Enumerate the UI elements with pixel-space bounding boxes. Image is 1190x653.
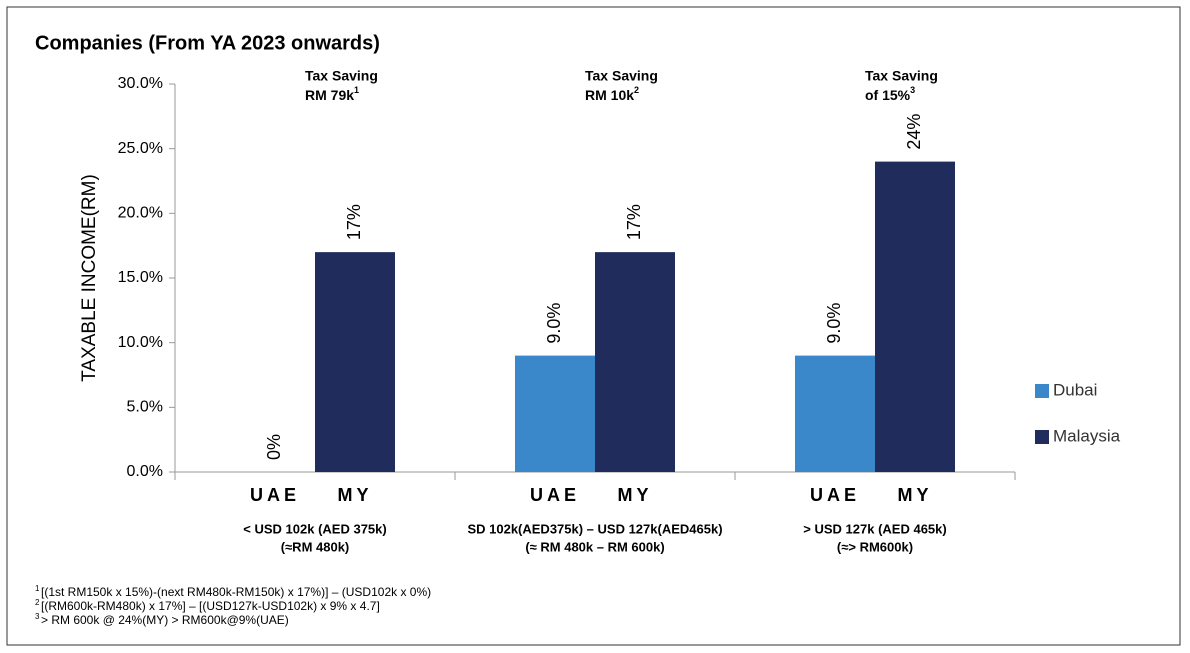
x-sub-label: UAE xyxy=(250,485,300,505)
y-axis-label: TAXABLE INCOME(RM) xyxy=(79,174,100,382)
x-sub-label: UAE xyxy=(530,485,580,505)
x-sub-label: UAE xyxy=(810,485,860,505)
legend-swatch xyxy=(1035,384,1049,398)
footnote-sup: 2 xyxy=(35,598,40,607)
bar xyxy=(515,355,595,472)
annotation: Tax Saving xyxy=(585,68,658,84)
y-tick-label: 30.0% xyxy=(118,75,163,92)
value-label: 9.0% xyxy=(824,303,844,344)
value-label: 9.0% xyxy=(544,303,564,344)
y-tick-label: 15.0% xyxy=(118,269,163,286)
frame xyxy=(6,6,1181,646)
annotation: of 15%3 xyxy=(865,85,915,102)
annotation: Tax Saving xyxy=(305,68,378,84)
x-tick-label: > USD 127k (AED 465k) xyxy=(803,521,946,536)
bar xyxy=(315,252,395,472)
x-sub-label: MY xyxy=(618,485,653,505)
x-tick-label: < USD 102k (AED 375k) xyxy=(243,521,386,536)
x-tick-label: (≈RM 480k) xyxy=(281,539,350,554)
y-tick-label: 10.0% xyxy=(118,334,163,351)
footnote-sup: 1 xyxy=(35,584,40,593)
bar xyxy=(795,355,875,472)
bar xyxy=(595,252,675,472)
value-label: 0% xyxy=(264,434,284,460)
annotation: RM 10k2 xyxy=(585,85,639,102)
footnote: > RM 600k @ 24%(MY) > RM600k@9%(UAE) xyxy=(41,613,289,627)
y-tick-label: 0.0% xyxy=(127,463,163,480)
bar xyxy=(875,161,955,472)
footnote-sup: 3 xyxy=(35,612,40,621)
x-tick-label: (≈> RM600k) xyxy=(837,539,913,554)
x-sub-label: MY xyxy=(898,485,933,505)
value-label: 24% xyxy=(904,114,924,150)
value-label: 17% xyxy=(624,204,644,240)
annotation: Tax Saving xyxy=(865,68,938,84)
annotation-text: RM 10k xyxy=(585,87,634,103)
footnote: [(1st RM150k x 15%)-(next RM480k-RM150k)… xyxy=(41,585,431,599)
x-sub-label: MY xyxy=(338,485,373,505)
legend-swatch xyxy=(1035,430,1049,444)
legend-label: Malaysia xyxy=(1053,426,1121,445)
value-label: 17% xyxy=(344,204,364,240)
annotation-sup: 2 xyxy=(634,85,639,95)
annotation-text: of 15% xyxy=(865,87,911,103)
chart-title: Companies (From YA 2023 onwards) xyxy=(35,32,380,54)
annotation-text: RM 79k xyxy=(305,87,354,103)
y-tick-label: 5.0% xyxy=(127,399,163,416)
annotation: RM 79k1 xyxy=(305,85,359,102)
annotation-sup: 3 xyxy=(910,85,915,95)
footnote: [(RM600k-RM480k) x 17%] – [(USD127k-USD1… xyxy=(41,599,380,613)
x-tick-label: SD 102k(AED375k) – USD 127k(AED465k) xyxy=(467,521,722,536)
y-tick-label: 20.0% xyxy=(118,205,163,222)
annotation-sup: 1 xyxy=(354,85,359,95)
x-tick-label: (≈ RM 480k – RM 600k) xyxy=(525,539,664,554)
y-tick-label: 25.0% xyxy=(118,140,163,157)
legend-label: Dubai xyxy=(1053,380,1097,399)
